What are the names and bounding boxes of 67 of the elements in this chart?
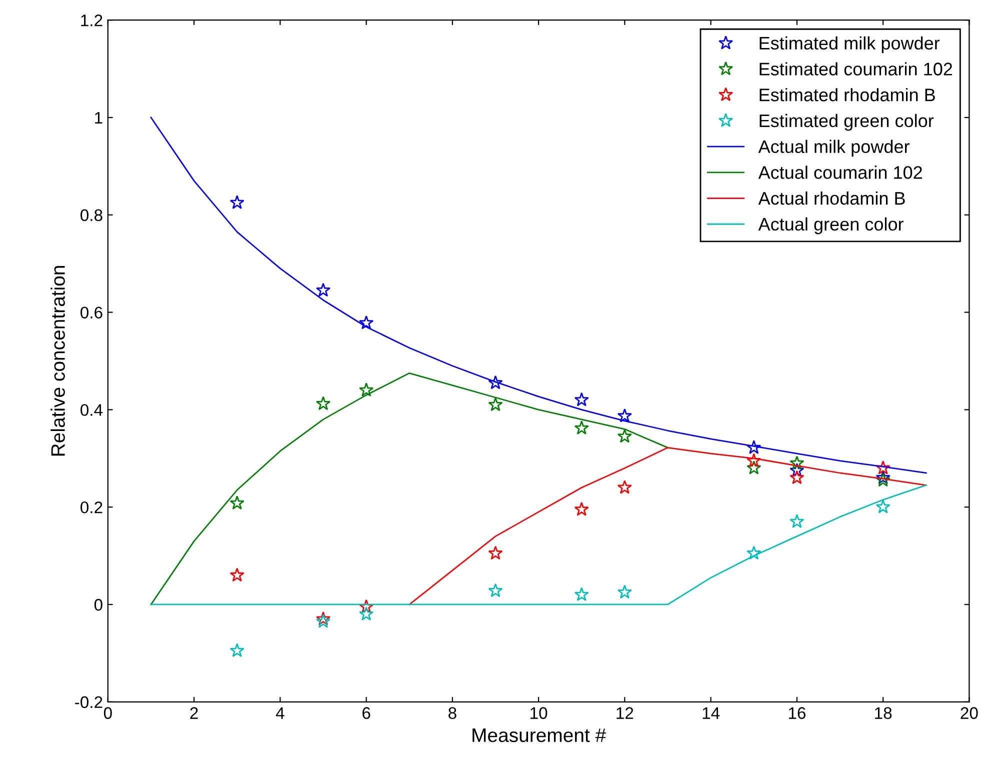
- point: [230, 496, 244, 510]
- point: [230, 195, 244, 210]
- point: [876, 472, 890, 487]
- legend-label: Estimated coumarin 102: [760, 62, 952, 76]
- x-tick-label: 14: [702, 707, 720, 719]
- y-tick-label: 0.4: [80, 404, 103, 416]
- y-tick-label: 0.8: [80, 209, 102, 222]
- point: [230, 643, 244, 658]
- y-tick-label: -0.2: [75, 696, 102, 708]
- x-tick-label: 0: [104, 707, 112, 719]
- point: [876, 460, 890, 474]
- point: [790, 470, 804, 484]
- y-axis-title: Relative concentration: [50, 266, 65, 456]
- x-tick-label: 10: [530, 707, 548, 719]
- point: [359, 606, 374, 621]
- point: [617, 584, 632, 599]
- x-tick-label: 6: [362, 707, 370, 719]
- x-tick-label: 18: [875, 707, 892, 719]
- point: [230, 568, 244, 582]
- point: [746, 453, 762, 468]
- point: [316, 282, 331, 297]
- point: [316, 396, 331, 410]
- line-series: [408, 446, 927, 606]
- point: [617, 480, 632, 494]
- legend-label: Estimated milk powder: [760, 36, 940, 54]
- point: [790, 514, 804, 528]
- point: [790, 456, 804, 470]
- legend-label: Estimated green color: [760, 114, 934, 131]
- y-tick-label: 0.2: [80, 501, 102, 514]
- x-tick-label: 16: [788, 707, 806, 719]
- x-tick-label: 8: [448, 707, 456, 719]
- y-tick-label: 1.2: [81, 14, 102, 26]
- point: [488, 375, 503, 390]
- point: [574, 392, 589, 406]
- point: [617, 428, 632, 443]
- point: [316, 611, 331, 626]
- point: [617, 408, 632, 422]
- legend-label: Estimated rhodamin B: [760, 88, 935, 102]
- y-tick-label: 0.6: [80, 306, 102, 318]
- point: [746, 440, 762, 454]
- point: [790, 462, 804, 477]
- point: [876, 470, 890, 484]
- legend-label: Actual milk powder: [758, 140, 910, 157]
- x-tick-label: 2: [190, 707, 198, 719]
- point: [488, 546, 503, 560]
- y-tick-label: 1: [95, 112, 102, 124]
- point: [359, 315, 374, 330]
- x-tick-label: 12: [616, 707, 634, 719]
- line-series: [150, 372, 668, 606]
- point: [876, 499, 890, 514]
- legend-label: Actual coumarin 102: [758, 166, 922, 179]
- y-tick-label: 0: [94, 598, 102, 611]
- point: [359, 599, 374, 614]
- x-tick-label: 20: [960, 707, 978, 719]
- point: [574, 587, 589, 602]
- point: [359, 382, 374, 397]
- point: [746, 460, 762, 474]
- x-axis-title: Measurement #: [472, 728, 606, 742]
- point: [488, 583, 503, 598]
- legend-label: Actual green color: [758, 217, 904, 234]
- x-tick-label: 4: [276, 707, 284, 719]
- point: [574, 502, 589, 516]
- point: [488, 397, 503, 412]
- point: [316, 614, 331, 628]
- point: [746, 546, 762, 560]
- legend-label: Actual rhodamin B: [758, 192, 905, 205]
- point: [574, 420, 589, 435]
